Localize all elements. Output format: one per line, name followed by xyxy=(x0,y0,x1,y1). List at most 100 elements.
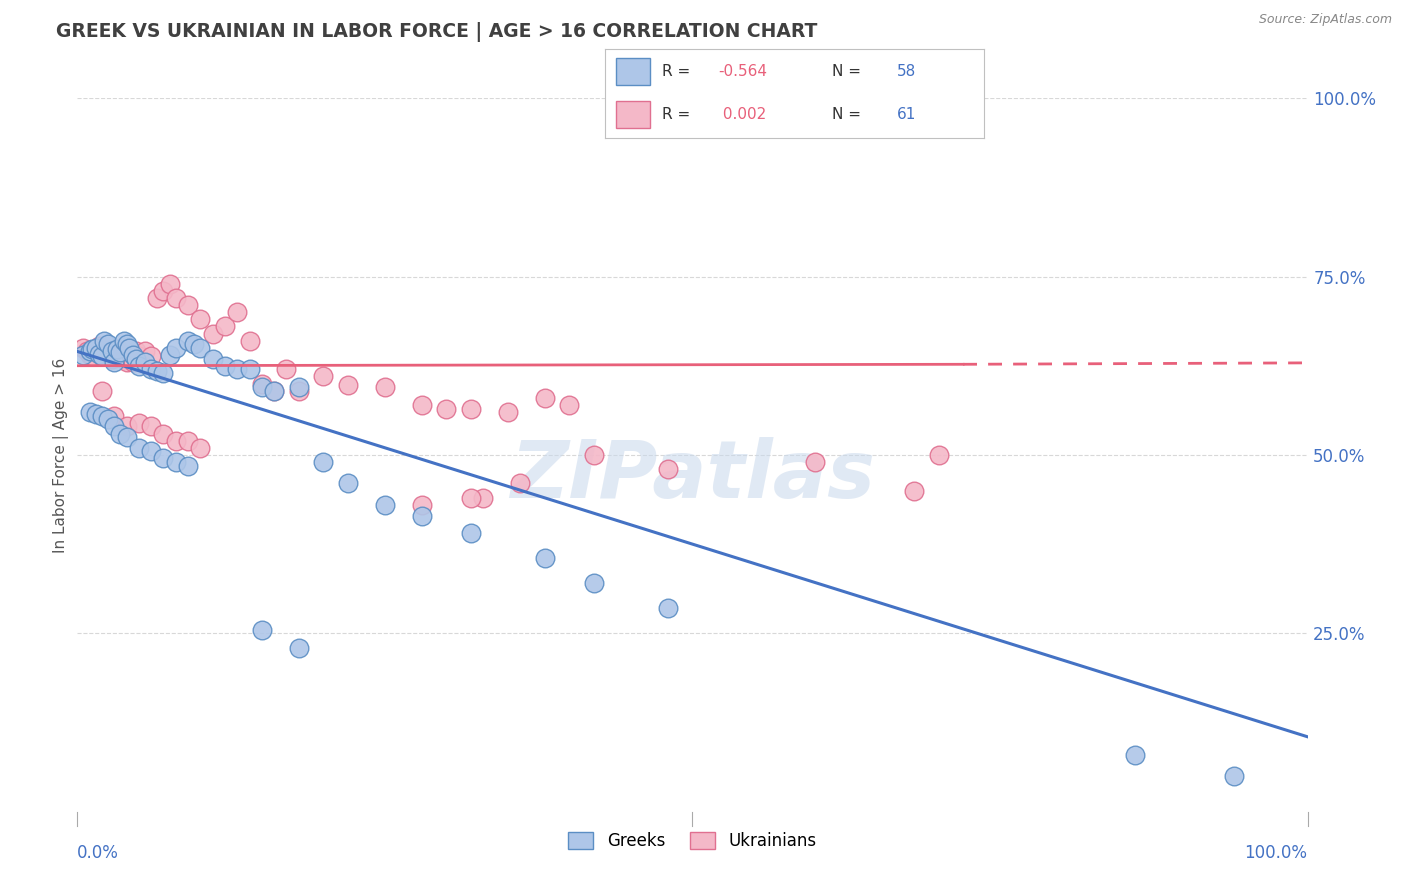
Point xyxy=(103,355,125,369)
Point xyxy=(79,348,101,362)
Point xyxy=(177,434,200,448)
Point xyxy=(263,384,285,398)
Point xyxy=(183,337,205,351)
Point xyxy=(134,344,156,359)
Point xyxy=(112,334,135,348)
Point xyxy=(134,355,156,369)
Text: 100.0%: 100.0% xyxy=(1244,844,1308,862)
Point xyxy=(165,291,187,305)
Point xyxy=(93,334,115,348)
Point xyxy=(226,362,249,376)
Text: Source: ZipAtlas.com: Source: ZipAtlas.com xyxy=(1258,13,1392,27)
Point xyxy=(239,362,262,376)
Point xyxy=(903,483,925,498)
Point xyxy=(583,448,606,462)
Point xyxy=(101,351,124,366)
Point xyxy=(110,346,132,360)
Point xyxy=(1223,769,1246,783)
Point xyxy=(558,398,581,412)
Point xyxy=(115,419,138,434)
Point xyxy=(337,378,360,392)
Point xyxy=(496,405,519,419)
Text: N =: N = xyxy=(832,107,862,121)
Point xyxy=(141,350,163,364)
Point xyxy=(125,351,148,366)
Point xyxy=(90,350,114,364)
Point xyxy=(103,343,125,357)
Point xyxy=(263,384,285,398)
Point xyxy=(534,551,557,566)
Point xyxy=(82,350,104,364)
Point xyxy=(112,351,135,366)
Point xyxy=(411,508,433,523)
Point xyxy=(288,640,311,655)
Point xyxy=(103,419,125,434)
Point xyxy=(97,350,120,364)
Text: GREEK VS UKRAINIAN IN LABOR FORCE | AGE > 16 CORRELATION CHART: GREEK VS UKRAINIAN IN LABOR FORCE | AGE … xyxy=(56,22,818,42)
Point xyxy=(928,448,950,462)
Point xyxy=(190,341,212,355)
Point xyxy=(226,305,249,319)
Point xyxy=(534,391,557,405)
Point xyxy=(201,326,224,341)
Point xyxy=(141,362,163,376)
Point xyxy=(165,341,187,355)
Point xyxy=(84,341,107,355)
Point xyxy=(101,344,124,359)
Point xyxy=(276,362,298,376)
Point xyxy=(312,369,335,384)
Point xyxy=(1125,747,1147,762)
Point xyxy=(115,430,138,444)
Point xyxy=(436,401,458,416)
Point xyxy=(128,350,150,364)
Point xyxy=(72,341,94,355)
Point xyxy=(201,351,224,366)
Text: 0.002: 0.002 xyxy=(718,107,766,121)
Text: 58: 58 xyxy=(897,64,917,78)
Point xyxy=(90,384,114,398)
Point xyxy=(76,344,98,359)
Point xyxy=(804,455,827,469)
Point xyxy=(460,491,482,505)
Text: ZIPatlas: ZIPatlas xyxy=(510,437,875,516)
Point xyxy=(165,455,187,469)
Point xyxy=(657,601,679,615)
Point xyxy=(97,412,120,426)
Point xyxy=(128,416,150,430)
Point xyxy=(125,344,148,359)
Point xyxy=(118,341,141,355)
Point xyxy=(128,441,150,455)
Point xyxy=(72,348,94,362)
FancyBboxPatch shape xyxy=(616,58,650,85)
Point xyxy=(460,401,482,416)
Point xyxy=(121,355,143,369)
Point xyxy=(84,407,107,421)
Point xyxy=(411,398,433,412)
Point xyxy=(90,344,114,359)
Point xyxy=(159,348,181,362)
Point xyxy=(110,345,132,359)
Legend: Greeks, Ukrainians: Greeks, Ukrainians xyxy=(562,825,823,857)
Point xyxy=(583,576,606,591)
Point xyxy=(250,380,273,394)
FancyBboxPatch shape xyxy=(616,101,650,128)
Text: R =: R = xyxy=(662,107,690,121)
Point xyxy=(411,498,433,512)
Point xyxy=(115,355,138,369)
Point xyxy=(118,350,141,364)
Point xyxy=(79,344,101,359)
Point xyxy=(288,380,311,394)
Point xyxy=(250,623,273,637)
Point xyxy=(89,339,111,353)
Point xyxy=(312,455,335,469)
Point xyxy=(214,359,236,373)
Text: -0.564: -0.564 xyxy=(718,64,768,78)
Point xyxy=(190,441,212,455)
Point xyxy=(159,277,181,291)
Point xyxy=(239,334,262,348)
Point xyxy=(214,319,236,334)
Point xyxy=(121,348,143,362)
Point xyxy=(79,405,101,419)
Point xyxy=(165,434,187,448)
Point xyxy=(141,419,163,434)
